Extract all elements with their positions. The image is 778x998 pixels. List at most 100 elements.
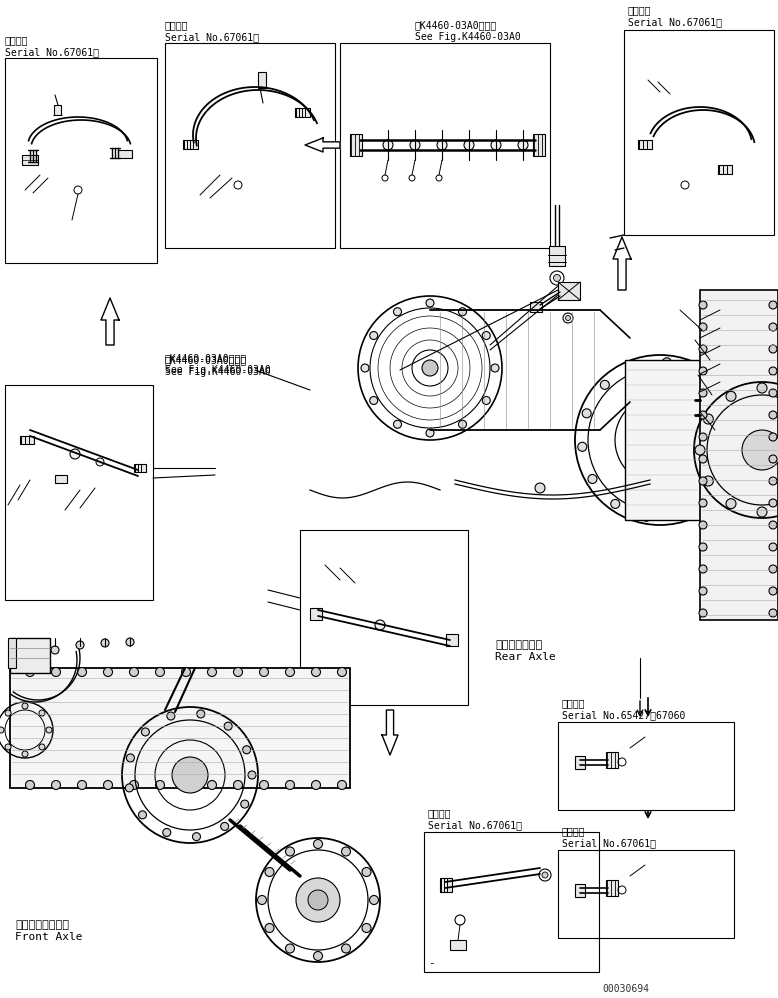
Circle shape: [437, 140, 447, 150]
Text: 適用号機: 適用号機: [628, 5, 651, 15]
Circle shape: [126, 753, 135, 761]
Bar: [606, 880, 618, 896]
Circle shape: [769, 323, 777, 331]
Circle shape: [769, 587, 777, 595]
Circle shape: [726, 468, 735, 477]
Bar: [624, 30, 774, 235]
Circle shape: [699, 543, 707, 551]
Circle shape: [22, 751, 28, 757]
Circle shape: [181, 780, 191, 789]
Circle shape: [699, 521, 707, 529]
Circle shape: [46, 727, 52, 733]
Circle shape: [5, 744, 11, 749]
Text: 適用号機: 適用号機: [562, 826, 586, 836]
Circle shape: [699, 411, 707, 419]
Circle shape: [233, 668, 243, 677]
Text: Front Axle: Front Axle: [15, 932, 82, 942]
Circle shape: [769, 499, 777, 507]
Text: フロントアクスル: フロントアクスル: [15, 920, 69, 930]
Circle shape: [699, 587, 707, 595]
Circle shape: [582, 409, 591, 418]
Circle shape: [518, 140, 528, 150]
Circle shape: [578, 442, 587, 451]
Bar: [8, 638, 16, 668]
Circle shape: [78, 668, 86, 677]
Circle shape: [362, 923, 371, 932]
Circle shape: [129, 780, 138, 789]
Circle shape: [96, 458, 104, 466]
Circle shape: [138, 810, 146, 818]
Bar: [295, 108, 310, 117]
Circle shape: [296, 878, 340, 922]
Circle shape: [742, 430, 778, 470]
Circle shape: [76, 641, 84, 649]
Circle shape: [769, 411, 777, 419]
Circle shape: [192, 832, 201, 840]
Circle shape: [553, 274, 560, 281]
Text: Serial No.67061～: Serial No.67061～: [428, 820, 522, 830]
Polygon shape: [101, 298, 119, 345]
Circle shape: [699, 367, 707, 375]
Circle shape: [286, 780, 295, 789]
Bar: [134, 464, 146, 472]
Circle shape: [221, 822, 229, 830]
Circle shape: [491, 364, 499, 372]
Circle shape: [699, 455, 707, 463]
Bar: [300, 530, 468, 705]
Bar: [575, 884, 585, 897]
Circle shape: [361, 364, 369, 372]
Circle shape: [769, 543, 777, 551]
Circle shape: [233, 780, 243, 789]
Bar: [718, 165, 732, 174]
Text: Serial No.67061～: Serial No.67061～: [562, 838, 656, 848]
Circle shape: [703, 414, 713, 424]
Circle shape: [410, 140, 420, 150]
Polygon shape: [305, 138, 340, 152]
Circle shape: [699, 345, 707, 353]
Bar: [20, 436, 34, 444]
Circle shape: [208, 668, 216, 677]
Circle shape: [156, 668, 164, 677]
Circle shape: [126, 638, 134, 646]
Bar: [558, 722, 734, 810]
Bar: [54, 105, 61, 115]
Circle shape: [464, 140, 474, 150]
Circle shape: [695, 368, 703, 377]
Circle shape: [566, 315, 570, 320]
Bar: [424, 832, 599, 972]
Text: 第K4460-03A0図参照: 第K4460-03A0図参照: [165, 353, 247, 363]
Circle shape: [142, 728, 149, 736]
Circle shape: [426, 299, 434, 307]
Text: 適用号機: 適用号機: [5, 35, 29, 45]
Circle shape: [394, 307, 401, 315]
Bar: [558, 850, 734, 938]
Circle shape: [699, 499, 707, 507]
Text: Serial No.65427～67060: Serial No.65427～67060: [562, 710, 685, 720]
Circle shape: [311, 668, 321, 677]
Circle shape: [308, 890, 328, 910]
Circle shape: [491, 140, 501, 150]
Circle shape: [769, 477, 777, 485]
Circle shape: [70, 449, 80, 459]
Circle shape: [197, 710, 205, 718]
Circle shape: [286, 668, 295, 677]
Circle shape: [26, 780, 34, 789]
Circle shape: [314, 839, 323, 848]
Circle shape: [726, 391, 736, 401]
Circle shape: [699, 301, 707, 309]
Circle shape: [125, 783, 133, 791]
Bar: [5, 385, 153, 600]
Text: 00030694: 00030694: [602, 984, 649, 994]
Circle shape: [732, 422, 741, 431]
Bar: [549, 246, 565, 266]
Circle shape: [629, 362, 638, 371]
Circle shape: [260, 668, 268, 677]
Circle shape: [383, 140, 393, 150]
Circle shape: [601, 380, 609, 389]
Circle shape: [769, 455, 777, 463]
Circle shape: [0, 727, 4, 733]
Bar: [558, 282, 580, 300]
Bar: [533, 134, 545, 156]
Circle shape: [101, 639, 109, 647]
Circle shape: [342, 847, 351, 856]
